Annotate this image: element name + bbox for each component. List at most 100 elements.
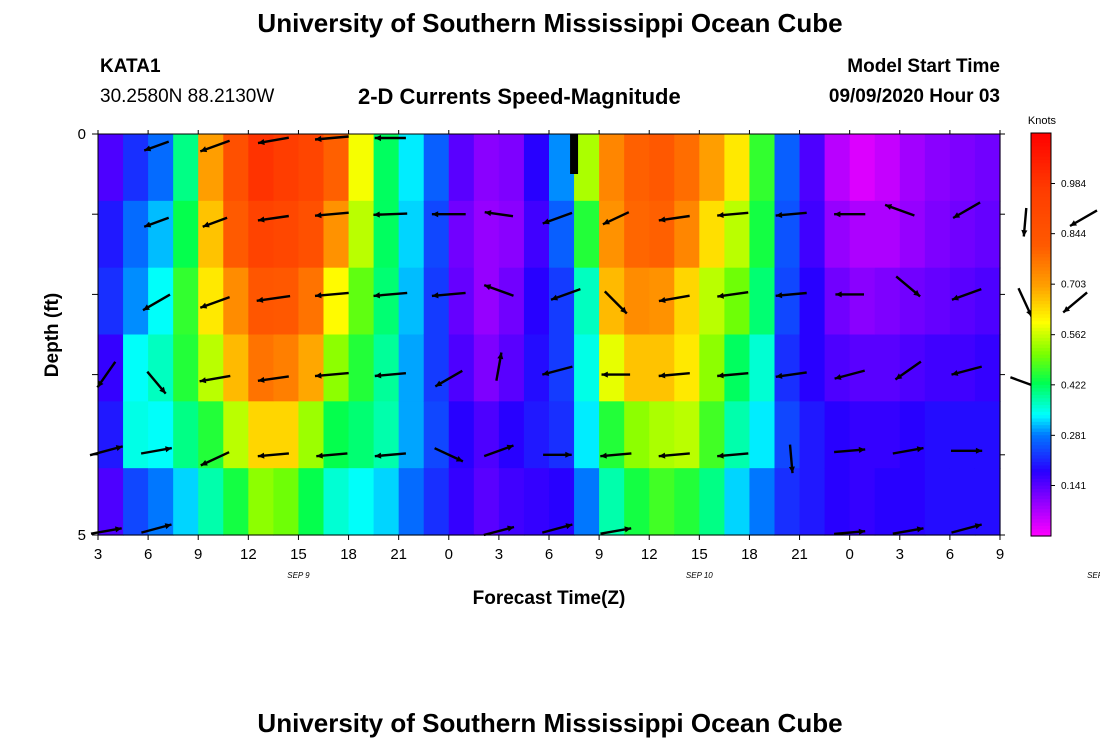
heatmap-cell: [248, 401, 274, 469]
vector-head: [431, 292, 439, 299]
colorbar-segment: [1031, 324, 1051, 329]
current-vector-arrow: [1021, 207, 1028, 237]
heatmap-cell: [824, 401, 851, 469]
vector-head: [717, 452, 724, 459]
current-vector-arrow: [373, 291, 408, 299]
colorbar-segment: [1031, 421, 1051, 426]
heatmap-cell: [273, 468, 300, 536]
vector-head: [315, 135, 322, 142]
heatmap-cell: [824, 468, 851, 536]
current-vector-arrow: [884, 203, 915, 217]
vector-head: [717, 212, 724, 218]
heatmap-cell: [273, 401, 300, 469]
current-vector-arrow: [833, 528, 866, 536]
heatmap-cell: [774, 401, 801, 469]
heatmap-cell: [523, 334, 550, 402]
colorbar-segment: [1031, 216, 1051, 221]
heatmap-cell: [123, 200, 149, 269]
x-tick-label: 0: [845, 546, 853, 563]
vector-head: [658, 216, 666, 223]
colorbar-tick-label: 0.562: [1061, 330, 1086, 341]
heatmap-cell: [849, 334, 876, 402]
colorbar-segment: [1031, 515, 1051, 520]
heatmap-cell: [123, 401, 149, 469]
heatmap-cell: [649, 334, 675, 402]
current-vector-arrow: [1062, 291, 1088, 314]
vector-head: [602, 218, 610, 225]
colorbar-tick-label: 0.703: [1061, 280, 1086, 291]
heatmap-cell: [949, 401, 976, 469]
heatmap-cell: [348, 200, 375, 269]
heatmap-cell: [774, 134, 801, 202]
vector-head: [202, 221, 210, 228]
current-vector-arrow: [483, 444, 514, 458]
heatmap-cell: [423, 401, 450, 469]
heatmap-cell: [749, 200, 776, 269]
colorbar-segment: [1031, 253, 1051, 258]
current-vector-arrow: [373, 211, 408, 218]
current-vector-arrow: [89, 445, 124, 457]
heatmap-cell: [924, 334, 951, 402]
heatmap-cell: [223, 401, 249, 469]
colorbar-segment: [1031, 257, 1051, 262]
heatmap-cell: [348, 401, 375, 469]
current-vector-arrow: [602, 211, 630, 226]
heatmap-cell: [774, 200, 801, 269]
heatmap-cell: [523, 200, 550, 269]
vector-head: [374, 372, 382, 379]
heatmap-cell: [799, 401, 826, 469]
heatmap-cell: [323, 200, 350, 269]
vector-head: [144, 145, 152, 152]
heatmap-cell: [198, 468, 224, 536]
heatmap-cell: [824, 134, 851, 202]
heatmap-cell: [123, 334, 149, 402]
heatmap-cell: [448, 334, 475, 402]
current-vector-arrow: [143, 140, 170, 152]
colorbar-segment: [1031, 163, 1051, 168]
heatmap-cell: [473, 134, 500, 202]
heatmap-cell: [448, 267, 475, 336]
x-date-label: SEP 9: [287, 571, 310, 580]
current-vector-arrow: [199, 374, 231, 384]
current-vector-arrow: [952, 201, 981, 220]
colorbar-segment: [1031, 277, 1051, 282]
heatmap-cell: [849, 200, 876, 269]
heatmap-cell: [574, 401, 600, 469]
colorbar-segment: [1031, 394, 1051, 399]
colorbar-segment: [1031, 274, 1051, 279]
heatmap-cell: [173, 468, 199, 536]
model-start-value: 09/09/2020 Hour 03: [828, 86, 1000, 107]
heatmap-cell: [649, 200, 675, 269]
colorbar-segment: [1031, 351, 1051, 356]
page-title: University of Southern Mississippi Ocean…: [257, 8, 843, 38]
heatmap-cell: [724, 468, 751, 536]
current-vector-arrow: [146, 370, 167, 395]
heatmap-cell: [248, 334, 274, 402]
heatmap-cell: [373, 267, 400, 336]
heatmap-cell: [348, 468, 375, 536]
current-vector-arrow: [484, 210, 514, 218]
current-vector-arrow: [717, 291, 749, 299]
heatmap-cell: [774, 468, 801, 536]
heatmap-cell: [699, 267, 725, 336]
heatmap-cell: [448, 134, 475, 202]
vector-head: [916, 526, 924, 533]
colorbar-segment: [1031, 492, 1051, 497]
vector-head: [115, 445, 123, 451]
colorbar-segment: [1031, 401, 1051, 406]
current-vector-arrow: [541, 523, 573, 534]
vector-head: [916, 446, 924, 453]
heatmap-cell: [824, 200, 851, 269]
heatmap-cell: [699, 134, 725, 202]
vector-head: [165, 446, 172, 453]
y-tick-label: 5: [78, 527, 86, 544]
heatmap-cell: [549, 401, 575, 469]
heatmap-cell: [799, 134, 826, 202]
heatmap-cell: [373, 134, 400, 202]
heatmap-cell: [223, 200, 249, 269]
vector-head: [315, 372, 322, 379]
vector-head: [717, 372, 724, 379]
heatmap-cell: [874, 401, 901, 469]
colorbar-segment: [1031, 488, 1051, 493]
